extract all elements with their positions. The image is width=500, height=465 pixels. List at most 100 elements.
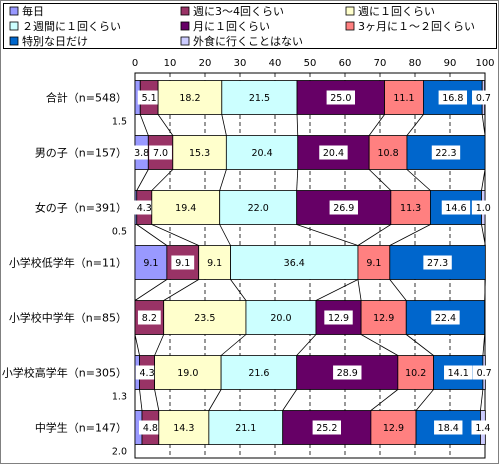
data-label-series-5: 9.1 <box>366 258 381 269</box>
connector-line <box>482 334 486 356</box>
data-label-bg <box>472 365 496 380</box>
connector-line <box>357 224 392 246</box>
data-label-series-7: 0.7 <box>476 93 491 104</box>
connector-line <box>136 224 168 246</box>
data-label-bg <box>471 200 495 215</box>
legend-swatch-series-5 <box>345 21 355 31</box>
connector-line <box>296 224 359 246</box>
data-label-bg <box>333 365 362 380</box>
data-label-series-6: 14.1 <box>448 368 469 379</box>
data-label-series-3: 22.0 <box>248 203 269 214</box>
data-label-bg <box>441 200 471 215</box>
connector-line <box>360 334 399 356</box>
connector-line <box>219 224 231 246</box>
data-label-bg <box>471 420 495 435</box>
connector-line <box>208 389 222 411</box>
data-label-bg <box>130 145 154 160</box>
data-label-series-6: 27.3 <box>427 258 448 269</box>
data-label-series-3: 20.4 <box>251 148 272 159</box>
x-tick-label-100: 100 <box>475 58 494 69</box>
connector-line <box>389 279 407 301</box>
connector-line <box>221 114 227 136</box>
data-label-series-7: 0.7 <box>477 368 492 379</box>
data-label-series-1: 4.3 <box>140 368 155 379</box>
data-label-series-5: 11.1 <box>393 93 414 104</box>
category-label: 女の子（n=391） <box>35 201 127 215</box>
connector-line <box>134 334 140 356</box>
data-label-series-6: 16.8 <box>442 93 463 104</box>
data-label-series-2: 15.3 <box>189 148 210 159</box>
data-label-bg <box>472 90 495 105</box>
data-label-bg <box>444 365 473 380</box>
connector-line <box>151 224 199 246</box>
connector-line <box>296 334 317 356</box>
connector-line <box>296 169 299 191</box>
legend-swatch-series-1 <box>180 6 190 16</box>
data-label-series-0: 2.0 <box>112 447 127 458</box>
data-label-bg <box>132 200 156 215</box>
connector-line <box>481 224 486 246</box>
bar-segment-series-2 <box>163 300 247 335</box>
x-tick-label-90: 90 <box>444 58 457 69</box>
connector-line <box>136 169 149 191</box>
data-label-series-1: 7.0 <box>153 148 168 159</box>
data-label-series-0: 1.3 <box>112 392 127 403</box>
data-label-bg <box>431 145 461 160</box>
x-tick-label-10: 10 <box>164 58 177 69</box>
connector-line <box>154 334 165 356</box>
legend-box <box>3 3 497 49</box>
connector-line <box>406 334 434 356</box>
connector-line <box>151 169 174 191</box>
connector-line <box>368 114 385 136</box>
data-label-series-0: 3.8 <box>134 148 149 159</box>
data-label-series-4: 26.9 <box>333 203 354 214</box>
legend-swatch-series-7 <box>180 36 190 46</box>
data-label-series-3: 21.6 <box>248 368 269 379</box>
data-label-series-7: 1.4 <box>475 423 490 434</box>
x-tick-label-50: 50 <box>304 58 317 69</box>
data-label-series-7: 1.0 <box>476 203 491 214</box>
legend-label-series-2: 週に１回くらい <box>358 5 435 18</box>
connector-line <box>296 114 299 136</box>
data-label-bg <box>326 90 355 105</box>
connector-line <box>157 114 174 136</box>
connector-line <box>139 389 143 411</box>
data-label-bg <box>329 200 358 215</box>
x-tick-label-30: 30 <box>234 58 247 69</box>
data-label-series-4: 12.9 <box>328 313 349 324</box>
bar-segment-series-3 <box>221 80 298 115</box>
connector-line <box>481 169 486 191</box>
connector-line <box>230 279 247 301</box>
data-label-series-4: 28.9 <box>337 368 358 379</box>
data-label-bg <box>438 90 467 105</box>
data-label-series-5: 12.9 <box>383 423 404 434</box>
bar-segment-series-5 <box>368 135 408 170</box>
data-label-bg <box>423 255 452 270</box>
connector-line <box>139 114 149 136</box>
x-tick-label-0: 0 <box>132 58 138 69</box>
bar-segment-series-2 <box>158 410 210 445</box>
bar-segment-series-5 <box>390 190 431 225</box>
data-label-bg <box>137 90 161 105</box>
x-tick-label-40: 40 <box>269 58 282 69</box>
data-label-series-3: 21.1 <box>235 423 256 434</box>
connector-line <box>282 389 298 411</box>
data-label-series-6: 18.4 <box>438 423 459 434</box>
data-label-series-5: 12.9 <box>373 313 394 324</box>
bar-segment-series-5 <box>357 245 391 280</box>
data-label-bg <box>135 365 159 380</box>
category-label: 小学校高学年（n=305） <box>2 366 127 380</box>
data-label-bg <box>137 310 161 325</box>
data-label-bg <box>434 420 463 435</box>
bar-segment-series-3 <box>220 355 298 390</box>
connector-line <box>406 169 431 191</box>
data-label-series-2: 14.3 <box>173 423 194 434</box>
bar-segment-series-5 <box>370 410 417 445</box>
data-label-series-4: 25.2 <box>316 423 337 434</box>
data-label-series-1: 9.1 <box>175 258 190 269</box>
x-tick-label-60: 60 <box>339 58 352 69</box>
connector-line <box>315 279 359 301</box>
data-label-series-4: 20.4 <box>323 148 344 159</box>
connector-line <box>389 224 431 246</box>
